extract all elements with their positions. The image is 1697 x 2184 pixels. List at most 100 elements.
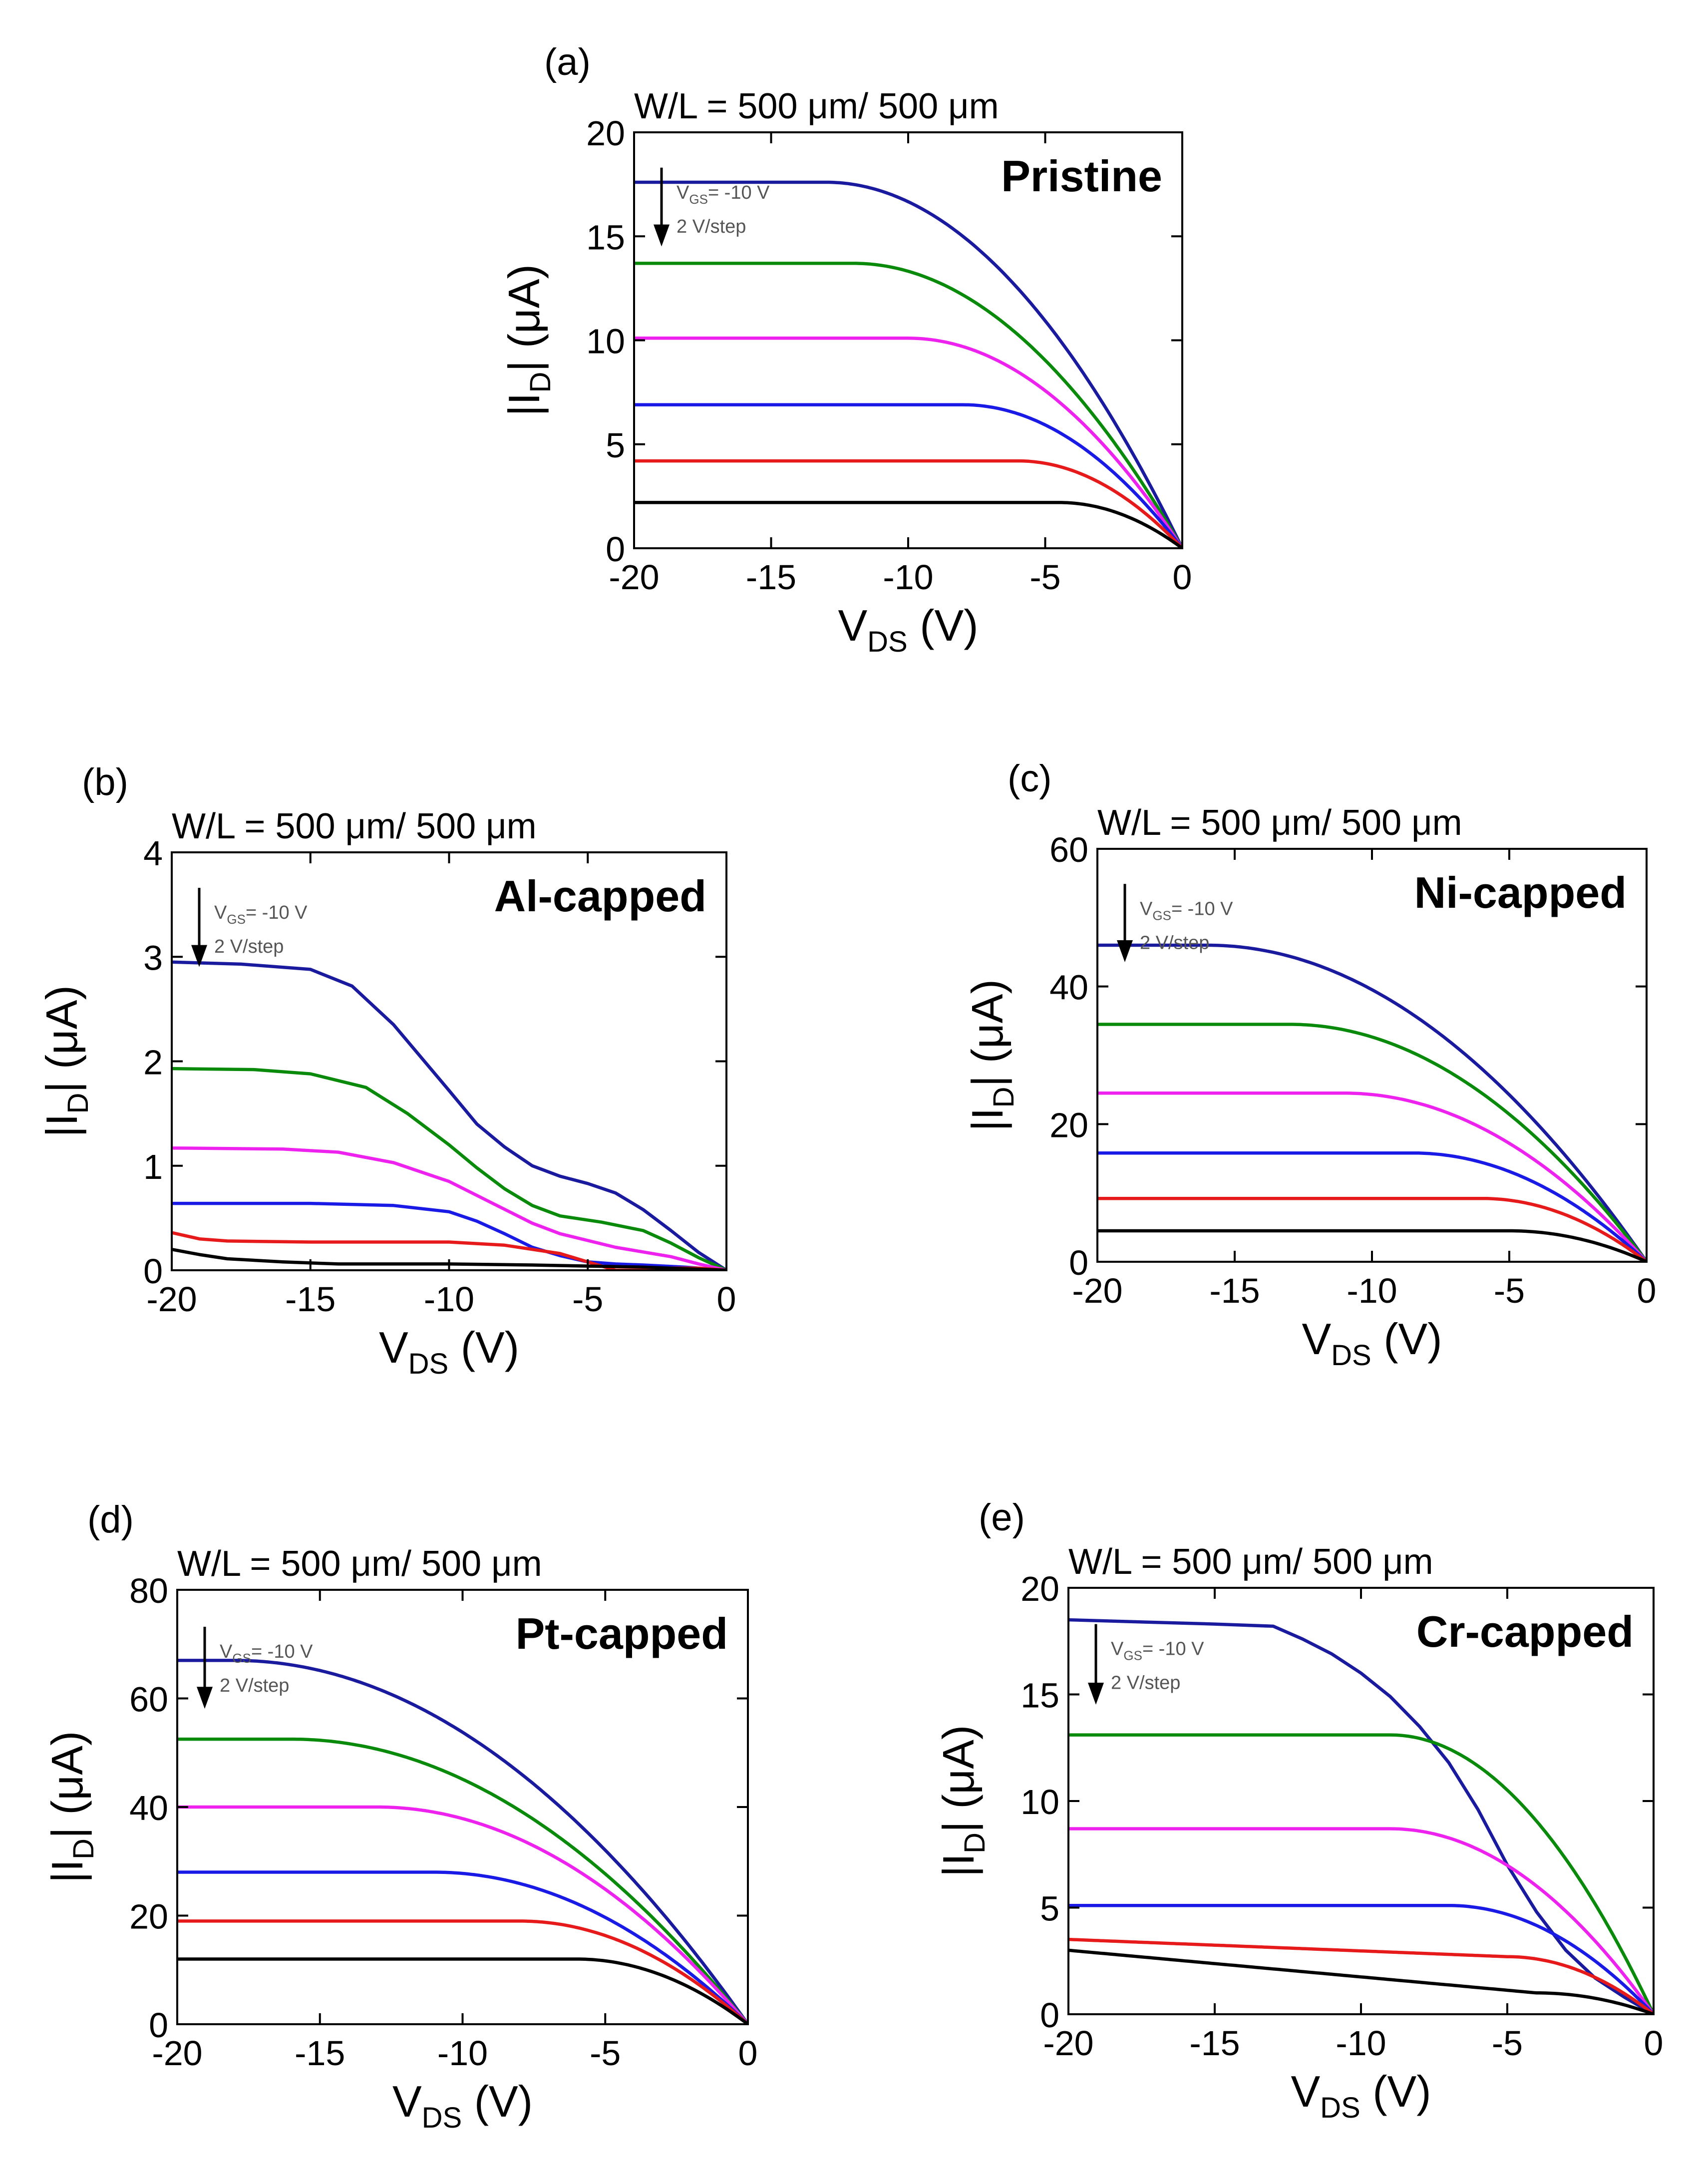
y-tick-label: 5 [606, 426, 625, 465]
chart-panel-e: -20 -15 -10 -5 0 0 5 10 15 20 VDS (V) |ID| (μA) (e) W… [934, 1496, 1663, 2124]
y-tick-label: 5 [1040, 1889, 1059, 1928]
chart-panel-c: -20 -15 -10 -5 0 0 20 40 60 VDS (V) |ID| (μA) (c) W/… [963, 757, 1656, 1372]
x-tick-label: -15 [285, 1280, 336, 1319]
vgs-step-note: 2 V/step [1140, 932, 1209, 953]
vgs-start-note: VGS= -10 V [220, 1641, 313, 1666]
series-line-vgs-3 [1097, 1151, 1647, 1262]
series-line-vgs-2 [177, 1805, 748, 2024]
series-line-vgs-1 [1068, 1733, 1654, 2014]
series-line-vgs-1 [177, 1737, 748, 2024]
panel-label: (a) [544, 41, 591, 83]
y-tick-label: 80 [129, 1571, 168, 1610]
series-line-vgs-0 [177, 1659, 748, 2024]
series-line-vgs-2 [172, 1146, 726, 1270]
x-tick-label: -5 [572, 1280, 603, 1319]
y-tick-label: 60 [129, 1680, 168, 1719]
chart-panel-a: -20 -15 -10 -5 0 0 5 10 15 20 VDS (V) |ID| (μA) (a) W… [499, 41, 1192, 658]
series-line-vgs-3 [634, 403, 1182, 548]
y-axis-label: |ID| (μA) [42, 1731, 100, 1883]
x-tick-label: -20 [1043, 2024, 1093, 2063]
x-tick-label: -20 [146, 1280, 197, 1319]
panel-label: (e) [979, 1496, 1025, 1539]
series-line-vgs-3 [177, 1870, 748, 2024]
wl-ratio-label: W/L = 500 μm/ 500 μm [177, 1544, 542, 1584]
series-line-vgs-0 [1068, 1618, 1654, 2014]
wl-ratio-label: W/L = 500 μm/ 500 μm [172, 806, 537, 846]
series-line-vgs-3 [1068, 1903, 1654, 2014]
x-tick-label: -5 [1492, 2024, 1523, 2063]
y-axis-label: |ID| (μA) [934, 1725, 991, 1877]
x-axis-label: VDS (V) [1291, 2067, 1431, 2124]
sample-title: Cr-capped [1416, 1607, 1634, 1656]
wl-ratio-label: W/L = 500 μm/ 500 μm [1097, 803, 1462, 843]
vgs-step-note: 2 V/step [1111, 1673, 1180, 1694]
series-line-vgs-1 [1097, 1023, 1647, 1262]
x-tick-label: 0 [1637, 1271, 1657, 1310]
y-tick-label: 15 [1020, 1676, 1059, 1715]
x-tick-label: 0 [1173, 558, 1192, 597]
x-tick-label: 0 [1644, 2024, 1664, 2063]
x-tick-label: -20 [152, 2034, 202, 2073]
y-tick-label: 40 [129, 1789, 168, 1827]
sample-title: Pristine [1001, 151, 1162, 201]
x-axis-label: VDS (V) [1302, 1314, 1442, 1372]
x-tick-label: -15 [1209, 1271, 1260, 1310]
series-line-vgs-4 [1068, 1937, 1654, 2014]
vgs-step-note: 2 V/step [214, 936, 284, 957]
arrow-head-icon [191, 945, 207, 967]
y-axis-label: |ID| (μA) [37, 985, 94, 1137]
x-tick-label: -10 [1336, 2024, 1386, 2063]
y-tick-label: 0 [149, 2006, 168, 2045]
series-line-vgs-5 [634, 501, 1182, 548]
y-tick-label: 20 [129, 1897, 168, 1936]
vgs-start-note: VGS= -10 V [677, 182, 770, 207]
sample-title: Pt-capped [516, 1609, 728, 1658]
series-line-vgs-0 [634, 180, 1182, 548]
series-line-vgs-5 [177, 1957, 748, 2024]
arrow-head-icon [197, 1687, 213, 1709]
x-tick-label: -20 [609, 558, 659, 597]
sample-title: Ni-capped [1414, 868, 1627, 917]
y-tick-label: 4 [143, 834, 163, 873]
series-line-vgs-2 [634, 337, 1182, 548]
y-tick-label: 20 [586, 114, 625, 153]
vgs-step-note: 2 V/step [677, 216, 746, 237]
y-tick-label: 20 [1049, 1105, 1088, 1144]
series-line-vgs-0 [172, 960, 726, 1270]
y-tick-label: 10 [586, 322, 625, 361]
y-tick-label: 10 [1020, 1783, 1059, 1821]
y-tick-label: 3 [143, 938, 163, 977]
x-axis-label: VDS (V) [838, 601, 978, 658]
sample-title: Al-capped [494, 871, 706, 921]
y-tick-label: 40 [1049, 968, 1088, 1007]
x-tick-label: -10 [883, 558, 933, 597]
x-tick-label: 0 [738, 2034, 758, 2073]
chart-panel-b: -20 -15 -10 -5 0 0 1 2 3 4 VDS (V) |ID| (μA) (b) W/L … [37, 761, 736, 1380]
series-line-vgs-4 [634, 459, 1182, 548]
y-tick-label: 15 [586, 218, 625, 257]
series-line-vgs-1 [634, 262, 1182, 548]
panel-label: (d) [87, 1498, 134, 1541]
x-tick-label: -5 [590, 2034, 621, 2073]
x-tick-label: -15 [295, 2034, 345, 2073]
x-tick-label: -15 [746, 558, 796, 597]
series-line-vgs-0 [1097, 943, 1647, 1262]
series-line-vgs-4 [177, 1919, 748, 2024]
y-tick-label: 2 [143, 1043, 163, 1082]
y-tick-label: 20 [1020, 1569, 1059, 1608]
x-tick-label: -20 [1072, 1271, 1122, 1310]
y-axis-label: |ID| (μA) [499, 264, 557, 416]
panel-label: (c) [1008, 757, 1052, 800]
y-tick-label: 0 [1040, 1996, 1059, 2035]
series-line-vgs-2 [1097, 1092, 1647, 1262]
y-tick-label: 1 [143, 1147, 163, 1186]
x-tick-label: -5 [1029, 558, 1060, 597]
vgs-start-note: VGS= -10 V [1111, 1639, 1204, 1663]
series-line-vgs-1 [172, 1067, 726, 1270]
series-line-vgs-2 [1068, 1827, 1654, 2014]
vgs-step-note: 2 V/step [220, 1675, 289, 1696]
panel-label: (b) [82, 761, 128, 803]
y-tick-label: 0 [143, 1252, 163, 1291]
chart-panel-d: -20 -15 -10 -5 0 0 20 40 60 80 VDS (V) |ID| (μA) (d)… [42, 1498, 757, 2134]
x-axis-label: VDS (V) [392, 2077, 533, 2134]
